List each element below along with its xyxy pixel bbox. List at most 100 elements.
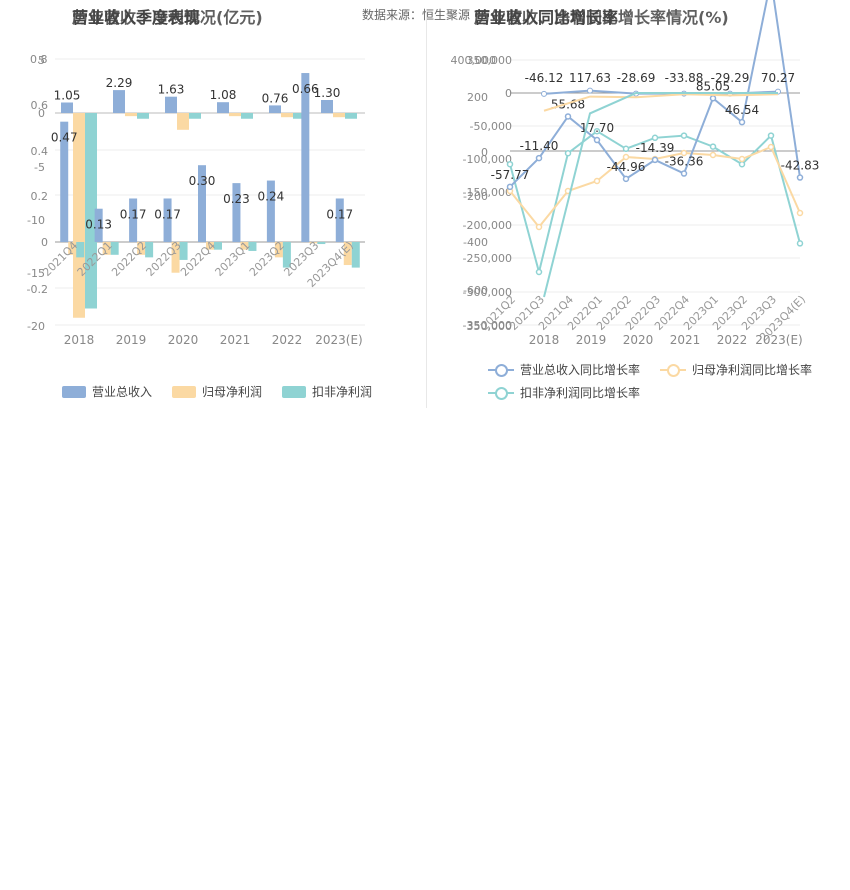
bar-data-label: 0.30 (189, 174, 216, 188)
bar-net-profit (137, 242, 146, 255)
annual-bar-revenue (165, 96, 177, 113)
line-net-profit-growth-point (709, 151, 717, 159)
y-tick-annual: -20 (27, 320, 45, 333)
line-data-label: 46.54 (725, 103, 759, 117)
line-data-label: -14.39 (636, 141, 675, 155)
line-data-label: -36.36 (665, 155, 704, 169)
annual-bar-revenue (217, 102, 229, 113)
annual-data-label: 70.27 (761, 71, 795, 85)
legend-label-net-profit-growth: 归母净利润同比增长率 (692, 363, 813, 377)
bar-revenue (335, 198, 344, 242)
line-revenue-growth-point (593, 136, 601, 144)
annual-bar-deducted (345, 113, 357, 119)
line-data-label: 17.70 (580, 121, 614, 135)
bar-revenue (94, 208, 103, 242)
annual-bar-revenue (321, 100, 333, 113)
annual-data-label: 2.29 (106, 76, 133, 90)
panel-divider (426, 12, 427, 408)
x-tick-year: 2023(E) (755, 333, 802, 347)
right-chart-title-overlay: 历年营收、净利同比增长率情况(%) (474, 8, 729, 27)
bar-revenue (198, 165, 206, 242)
annual-data-label: 1.08 (210, 88, 237, 102)
annual-data-label: -33.88 (665, 71, 704, 85)
legend-item-net-profit-growth[interactable]: 归母净利润同比增长率 (660, 361, 812, 378)
line-data-label: -44.96 (607, 160, 646, 174)
legend-swatch-net-profit (172, 385, 197, 398)
annual-bar-revenue (61, 102, 73, 113)
y-tick-annual: -5 (34, 161, 45, 174)
right-legend: 营业总收入同比增长率 归母净利润同比增长率 扣非净利润同比增长率 (488, 361, 828, 401)
annual-bar-revenue (269, 105, 281, 113)
bar-data-label: 0.17 (120, 207, 147, 221)
y-tick-annual: 5 (38, 54, 45, 67)
y-tick-c: -200,000 (463, 219, 512, 232)
legend-item-deducted[interactable]: 扣非净利润 (282, 383, 372, 400)
annual-data-label: 1.30 (314, 86, 341, 100)
legend-swatch-revenue (62, 385, 86, 398)
y-tick-b: -600 (463, 284, 488, 297)
annual-bar-deducted (137, 113, 149, 119)
legend-swatch-deducted (282, 385, 307, 398)
legend-item-deducted-growth[interactable]: 扣非净利润同比增长率 (488, 384, 640, 401)
line-deducted-growth-point (535, 268, 543, 276)
x-tick-year: 2018 (529, 333, 560, 347)
legend-item-net-profit[interactable]: 归母净利润 (172, 383, 262, 400)
legend-swatch-deducted-growth (488, 386, 514, 400)
y-tick-annual: -15 (27, 267, 45, 280)
bar-net-profit (206, 242, 214, 250)
annual-bar-net-profit (73, 113, 85, 318)
legend-item-revenue-growth[interactable]: 营业总收入同比增长率 (488, 361, 640, 378)
annual-bar-net-profit (125, 113, 137, 117)
line-revenue-growth-point (506, 183, 514, 191)
annual-bar-deducted (293, 113, 305, 119)
annual-point-revenue-growth (541, 90, 547, 97)
annual-bar-deducted (85, 113, 97, 309)
y-tick-a: 400,000 (451, 54, 497, 67)
bar-data-label: 0.24 (258, 190, 285, 204)
bar-deducted (248, 242, 257, 251)
line-revenue-growth-point (680, 170, 688, 177)
y-tick-a: 350,000 (467, 54, 513, 67)
line-net-profit-growth-point (535, 223, 543, 231)
line-data-label: 85.05 (696, 79, 730, 93)
bar-data-label: 0.47 (51, 131, 78, 145)
x-tick-year: 2018 (64, 333, 95, 347)
bar-net-profit (274, 242, 283, 258)
annual-bar-net-profit (281, 113, 293, 118)
line-data-label: -42.83 (781, 159, 820, 173)
annual-line-deducted-growth (543, 92, 778, 298)
bar-revenue (266, 180, 275, 242)
y-tick-a-bottom: 350,000 (467, 320, 513, 333)
line-deducted-growth-point (680, 132, 688, 139)
y-tick-annual: -10 (27, 214, 45, 227)
bar-revenue (301, 73, 310, 242)
y-tick-annual: 0 (38, 107, 45, 120)
line-revenue-growth-point (564, 113, 572, 120)
bar-revenue (60, 121, 69, 242)
line-net-profit-growth-point (767, 143, 775, 151)
y-tick-quarterly: 0.4 (31, 145, 49, 158)
line-revenue-growth-point (622, 175, 630, 183)
annual-bar-deducted (189, 113, 201, 119)
bar-net-profit (68, 242, 77, 255)
annual-line-net-profit-growth (543, 93, 779, 112)
line-revenue-growth-point (709, 95, 717, 102)
line-revenue-growth-point (535, 154, 543, 162)
y-tick-c: -300,000 (463, 286, 512, 299)
y-tick-b: 200 (467, 91, 488, 104)
y-tick-c: -250,000 (463, 252, 512, 265)
line-net-profit-growth-point (680, 149, 688, 157)
annual-bar-net-profit (177, 113, 189, 130)
annual-data-label: -29.29 (711, 71, 750, 85)
y-tick-c: -100,000 (463, 153, 512, 166)
bar-data-label: 0.23 (223, 192, 250, 206)
bar-net-profit (171, 242, 180, 273)
y-tick-b: 0 (481, 146, 488, 159)
annual-data-label: 0.76 (262, 91, 289, 105)
left-legend: 营业总收入 归母净利润 扣非净利润 (62, 383, 372, 400)
line-data-label: -57.77 (491, 168, 530, 182)
line-deducted-growth-point (796, 240, 804, 247)
bar-deducted (110, 242, 119, 255)
bar-data-label: 0.66 (292, 82, 319, 96)
legend-item-revenue[interactable]: 营业总收入 (62, 383, 152, 400)
